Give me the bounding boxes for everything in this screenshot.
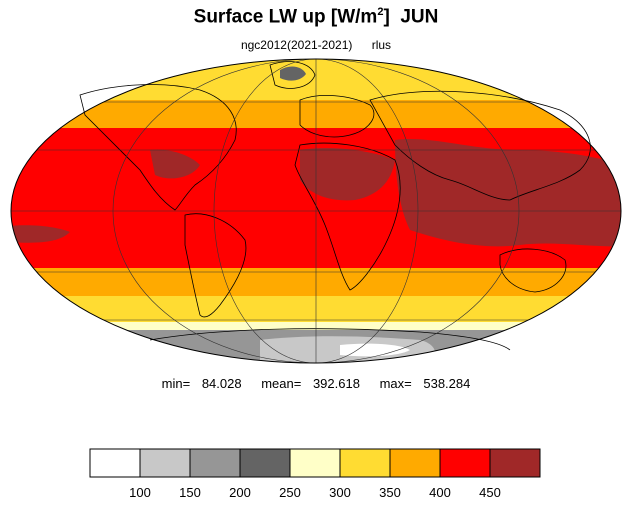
map-title: Surface LW up [W/m2] JUN: [0, 6, 632, 28]
colorbar-boxes: [89, 448, 541, 478]
colorbar-swatch: [389, 448, 441, 478]
graticule-lon-60: [213, 59, 419, 363]
colorbar-labels: 100 150 200 250 300 350 400 450: [129, 485, 501, 500]
colorbar-tick-label: 100: [129, 485, 151, 500]
subtitle-variable: rlus: [371, 38, 392, 52]
colorbar-swatch: [439, 448, 491, 478]
region-sahara-warm: [300, 148, 395, 201]
coast-antarctica: [149, 328, 511, 351]
region-east-pacific-warm: [11, 225, 70, 243]
coast-africa: [294, 142, 401, 291]
coast-asia: [369, 90, 591, 201]
colorbar-swatch: [339, 448, 391, 478]
graticule-lon-120: [112, 59, 520, 363]
stat-mean-value: 392.618: [312, 376, 360, 391]
colorbar-swatch: [139, 448, 191, 478]
stat-min: min= 84.028: [158, 376, 246, 391]
colorbar-tick-label: 400: [429, 485, 451, 500]
colorbar-tick-label: 450: [479, 485, 501, 500]
colorbar-tick-label: 150: [179, 485, 201, 500]
colorbar-tick-label: 250: [279, 485, 301, 500]
stat-min-label: min=: [161, 376, 191, 391]
map-statistics: min= 84.028 mean= 392.618 max= 538.284: [0, 376, 632, 391]
stat-min-value: 84.028: [201, 376, 242, 391]
region-antarctica-core: [340, 343, 410, 357]
stat-mean: mean= 392.618: [257, 376, 364, 391]
globe-outline: [10, 58, 622, 364]
global-map: [10, 58, 622, 364]
coast-north-america: [79, 84, 237, 211]
title-close: ]: [383, 6, 390, 28]
title-superscript: 2: [377, 6, 384, 18]
title-month: JUN: [400, 6, 439, 28]
colorbar-tick-label: 300: [329, 485, 351, 500]
colorbar-tick-label: 200: [229, 485, 251, 500]
stat-max: max= 538.284: [376, 376, 475, 391]
colorbar-swatch: [489, 448, 541, 478]
coast-europe: [299, 95, 375, 138]
stat-mean-label: mean=: [261, 376, 302, 391]
colorbar-swatch: [289, 448, 341, 478]
coastline-layer: [79, 61, 591, 351]
colorbar-swatch: [189, 448, 241, 478]
stat-max-label: max=: [379, 376, 412, 391]
coast-south-america: [184, 213, 247, 318]
title-text: Surface LW up [W/m: [193, 6, 378, 28]
subtitle-dataset: ngc2012(2021-2021): [240, 38, 353, 52]
region-north-america-warm: [150, 149, 200, 179]
coast-greenland: [269, 61, 316, 89]
colorbar-swatch: [89, 448, 141, 478]
coast-australia: [499, 248, 567, 293]
stat-max-value: 538.284: [423, 376, 471, 391]
colorbar-swatch: [239, 448, 291, 478]
colorbar-tick-label: 350: [379, 485, 401, 500]
graticule: [11, 59, 621, 363]
region-greenland: [280, 66, 306, 81]
map-subtitle: ngc2012(2021-2021) rlus: [0, 38, 632, 52]
